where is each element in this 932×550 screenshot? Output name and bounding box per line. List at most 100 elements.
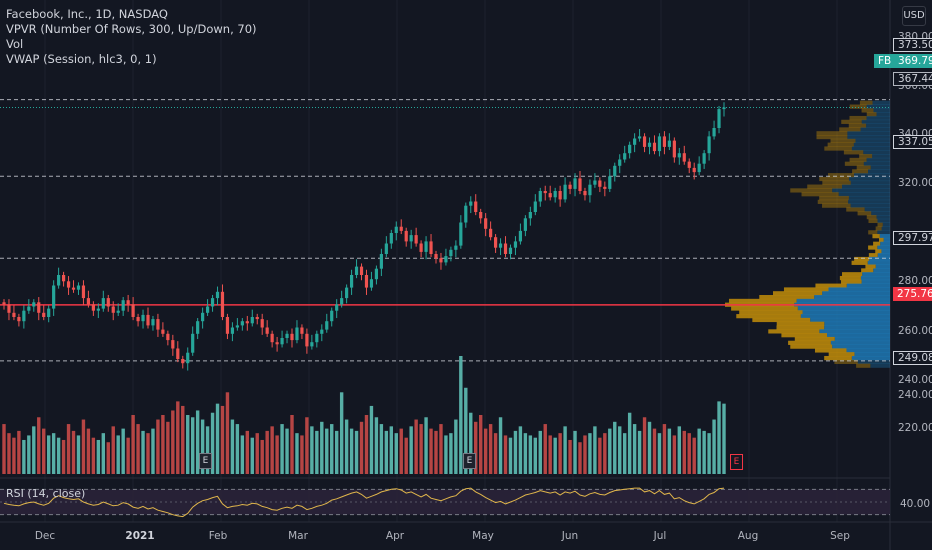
volume-bar <box>22 439 26 474</box>
candle-body <box>444 256 448 263</box>
vpvr-down-bar <box>830 138 856 144</box>
time-tick: Sep <box>830 530 850 542</box>
volume-bar <box>37 417 41 474</box>
vpvr-down-bar <box>861 108 874 113</box>
candle-body <box>503 243 508 254</box>
candle-body <box>513 241 518 248</box>
vpvr-up-bar <box>883 237 890 243</box>
vpvr-down-bar <box>728 298 797 304</box>
volume-bar <box>618 426 622 474</box>
vpvr-down-bar <box>841 279 862 284</box>
vpvr-up-bar <box>866 123 890 128</box>
volume-bar <box>389 426 394 474</box>
volume-bar <box>295 433 299 474</box>
vpvr-up-bar <box>824 325 890 330</box>
vpvr-indicator-label[interactable]: VPVR (Number Of Rows, 300, Up/Down, 70) <box>6 22 257 36</box>
volume-bar <box>434 430 438 474</box>
volume-bar <box>697 428 701 474</box>
volume-bar <box>230 419 235 474</box>
vpvr-up-bar <box>877 253 890 258</box>
earnings-marker[interactable]: E <box>463 453 476 469</box>
vpvr-up-bar <box>832 344 890 349</box>
volume-bar <box>285 428 289 474</box>
volume-bar <box>692 437 696 474</box>
vpvr-down-bar <box>852 169 869 174</box>
volume-bar <box>712 419 716 474</box>
volume-bar <box>76 435 81 474</box>
vpvr-down-bar <box>848 123 867 128</box>
vpvr-down-bar <box>827 173 855 178</box>
level-label-298: 297.97 <box>893 231 932 245</box>
chart-legend: Facebook, Inc., 1D, NASDAQ VPVR (Number … <box>6 7 257 67</box>
candle-body <box>215 291 220 299</box>
vwap-indicator-label[interactable]: VWAP (Session, hlc3, 0, 1) <box>6 52 157 66</box>
vpvr-up-bar <box>848 176 890 182</box>
vpvr-down-bar <box>875 249 882 254</box>
vpvr-down-bar <box>822 203 851 208</box>
vpvr-down-bar <box>834 359 858 364</box>
vpvr-down-bar <box>736 314 801 319</box>
candle-body <box>493 237 498 248</box>
vpvr-up-bar <box>855 138 890 144</box>
volume-bar <box>543 424 547 474</box>
vpvr-up-bar <box>861 119 890 124</box>
volume-bar <box>518 426 523 474</box>
vpvr-up-bar <box>882 222 890 227</box>
candle-body <box>186 352 190 364</box>
candle-body <box>42 312 46 317</box>
earnings-marker[interactable]: E <box>199 453 212 469</box>
volume-indicator-label[interactable]: Vol <box>6 37 24 51</box>
candle-body <box>563 184 567 200</box>
rsi-line <box>3 487 725 518</box>
vpvr-up-bar <box>860 127 890 132</box>
volume-bar <box>603 433 607 474</box>
vpvr-up-bar <box>869 256 890 262</box>
candle-body <box>106 298 110 307</box>
vpvr-down-bar <box>849 115 867 121</box>
candle-body <box>677 153 681 158</box>
volume-bar <box>677 426 682 474</box>
volume-bar <box>513 430 518 474</box>
volume-bar <box>469 412 473 474</box>
candle-body <box>449 249 453 257</box>
currency-button[interactable]: USD <box>902 6 926 26</box>
vpvr-down-bar <box>776 321 825 326</box>
vpvr-up-bar <box>847 131 890 136</box>
rsi-indicator-label[interactable]: RSI (14, close) <box>6 487 86 500</box>
vpvr-up-bar <box>870 363 890 368</box>
future-earnings-marker[interactable]: E <box>730 454 743 470</box>
candle-body <box>394 226 398 233</box>
candle-body <box>340 298 344 305</box>
candle-body <box>171 340 175 349</box>
volume-bar <box>459 356 463 474</box>
poc-price-label: 275.76 <box>893 287 932 301</box>
candle-body <box>623 153 627 160</box>
vpvr-down-bar <box>788 340 831 345</box>
vpvr-down-bar <box>772 291 823 296</box>
vpvr-down-bar <box>866 112 877 117</box>
volume-bar <box>672 435 677 474</box>
candle-body <box>384 243 388 254</box>
candle-body <box>573 178 577 189</box>
volume-bar <box>305 417 309 474</box>
candle-body <box>508 247 513 254</box>
vpvr-down-bar <box>822 180 851 185</box>
volume-bar <box>608 428 612 474</box>
volume-bar <box>190 417 195 474</box>
vpvr-down-bar <box>839 127 861 132</box>
candle-body <box>37 302 41 313</box>
volume-bar <box>334 430 339 474</box>
candle-body <box>364 275 369 288</box>
candle-body <box>156 319 160 330</box>
candle-body <box>166 333 170 341</box>
vpvr-up-bar <box>857 359 890 364</box>
price-tick: 260.00 <box>898 325 932 337</box>
vpvr-down-bar <box>878 237 884 243</box>
candle-body <box>250 317 254 324</box>
candle-body <box>2 302 6 305</box>
vpvr-up-bar <box>876 112 890 117</box>
price-tick: 240.00 <box>898 374 932 386</box>
candle-body <box>722 107 726 110</box>
candle-body <box>578 178 582 191</box>
